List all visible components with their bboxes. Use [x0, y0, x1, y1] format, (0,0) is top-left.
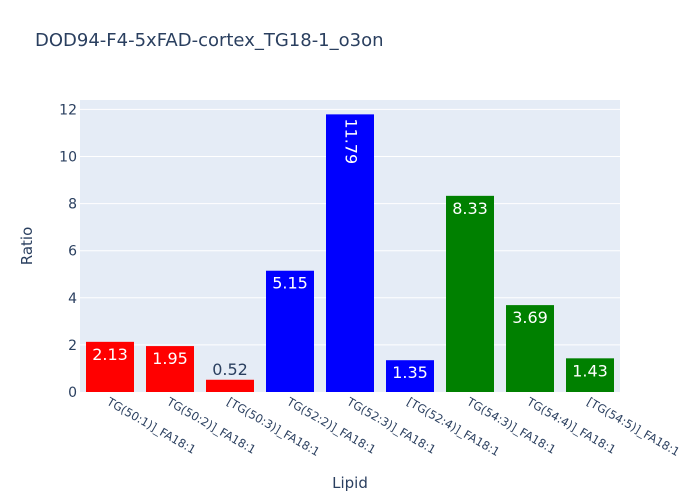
bar: [326, 114, 374, 393]
bar-value-label: 1.35: [392, 363, 428, 382]
bar: [506, 305, 554, 392]
bar: [446, 195, 494, 392]
x-axis-title: Lipid: [332, 474, 368, 492]
bar: [266, 270, 314, 392]
y-axis-title: Ratio: [18, 227, 36, 266]
bar-value-label: 11.79: [342, 118, 361, 164]
y-tick-label: 10: [59, 150, 77, 166]
y-tick-label: 0: [68, 385, 77, 401]
y-tick-label: 8: [68, 197, 77, 213]
y-tick-label: 2: [68, 338, 77, 354]
bar: [86, 341, 134, 392]
bar-value-label: 5.15: [272, 274, 308, 293]
y-tick-label: 6: [68, 244, 77, 260]
bar-value-label: 2.13: [92, 345, 128, 364]
bar-value-label: 0.52: [212, 360, 248, 379]
bar: [386, 360, 434, 392]
y-tick-label: 12: [59, 102, 77, 118]
bar-value-label: 8.33: [452, 199, 488, 218]
bar-value-label: 3.69: [512, 308, 548, 327]
bar-value-label: 1.95: [152, 349, 188, 368]
y-tick-label: 4: [68, 291, 77, 307]
bar-value-label: 1.43: [572, 361, 608, 380]
bar: [206, 379, 254, 392]
chart-title: DOD94-F4-5xFAD-cortex_TG18-1_o3on: [35, 30, 384, 51]
bar: [566, 358, 614, 392]
bar: [146, 346, 194, 392]
